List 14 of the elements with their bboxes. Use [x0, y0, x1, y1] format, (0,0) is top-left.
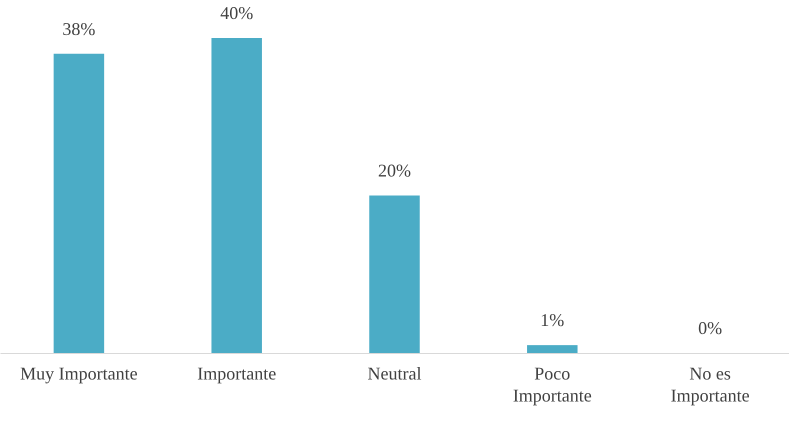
data-label: 1% — [540, 310, 564, 330]
data-label: 20% — [378, 160, 411, 180]
x-tick-label: Importante — [197, 364, 276, 384]
x-tick-label: Neutral — [368, 364, 422, 384]
bar — [211, 38, 262, 353]
x-tick-label: Muy Importante — [20, 364, 138, 384]
bar — [54, 54, 104, 353]
bar — [527, 345, 578, 353]
data-label: 38% — [62, 18, 96, 39]
data-label: 40% — [220, 3, 254, 23]
bar — [369, 196, 420, 353]
x-tick-label: No es Importante — [670, 364, 750, 406]
data-label: 0% — [698, 318, 722, 338]
x-tick-label: Poco Importante — [512, 364, 592, 406]
